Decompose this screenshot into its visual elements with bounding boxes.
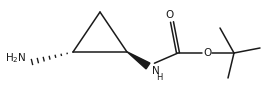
Text: N: N (152, 66, 160, 76)
Polygon shape (127, 52, 150, 69)
Text: O: O (203, 48, 211, 58)
Text: H: H (156, 73, 162, 82)
Text: H$_2$N: H$_2$N (5, 51, 27, 65)
Text: O: O (165, 10, 173, 20)
